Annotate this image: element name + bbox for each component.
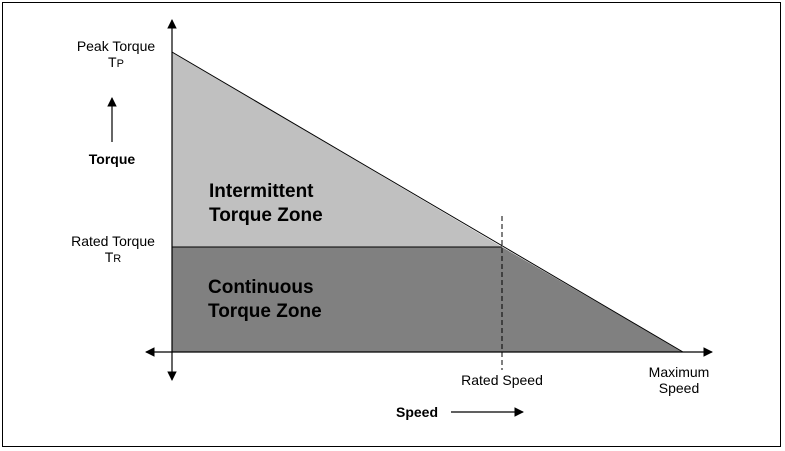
continuous-torque-zone [172,247,683,352]
peak-torque-symbol: TP [108,54,124,70]
rated-speed-label: Rated Speed [461,372,543,388]
torque-axis-label: Torque [88,151,136,167]
continuous-zone-line1: Continuous [208,277,314,298]
rated-torque-text: Rated Torque [71,233,155,249]
diagram-border [2,2,781,447]
continuous-zone-line2: Torque Zone [208,301,322,322]
rated-torque-symbol: TR [104,249,122,265]
peak-torque-text: Peak Torque [76,38,156,54]
peak-torque-label: Peak Torque TP [66,38,166,72]
intermittent-zone-line1: Intermittent [209,181,314,202]
rated-torque-label: Rated Torque TR [63,233,163,267]
intermittent-zone-line2: Torque Zone [209,205,323,226]
maximum-speed-line1: Maximum [648,364,710,380]
intermittent-zone-label: Intermittent Torque Zone [209,180,323,228]
speed-axis-label: Speed [395,404,438,420]
maximum-speed-label: Maximum Speed [629,364,729,396]
torque-speed-envelope [171,51,684,353]
continuous-zone-label: Continuous Torque Zone [208,276,322,324]
maximum-speed-line2: Speed [658,380,700,396]
